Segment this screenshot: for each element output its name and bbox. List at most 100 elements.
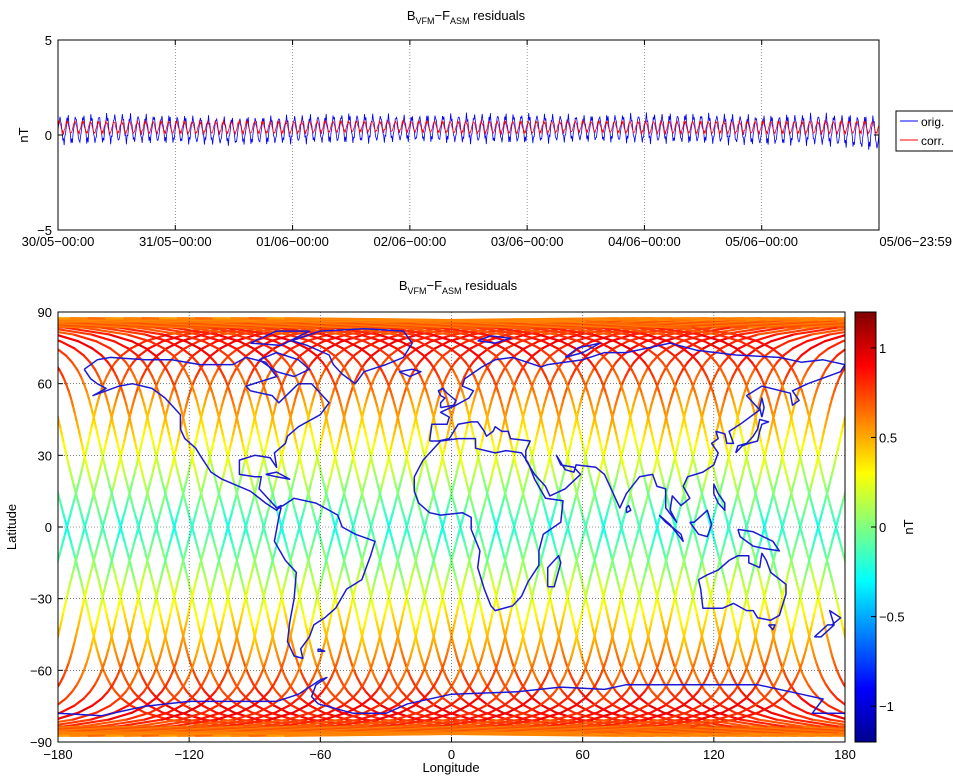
track-segment bbox=[98, 613, 100, 620]
track-segment bbox=[475, 606, 477, 613]
map-panel: BVFM−FASM residuals −180 −120 −60 0 60 120 180… bbox=[0, 278, 953, 775]
track-segment bbox=[706, 613, 708, 620]
track-segment bbox=[491, 613, 493, 620]
track-segment bbox=[521, 420, 523, 427]
track-segment bbox=[500, 613, 502, 620]
track-segment bbox=[41, 627, 43, 634]
track-segment bbox=[153, 606, 155, 613]
track-segment bbox=[910, 726, 953, 732]
track-segment bbox=[688, 434, 690, 441]
timeseries-x-tick-label: 05/06−00:00 bbox=[725, 234, 798, 249]
track-segment bbox=[171, 441, 173, 448]
track-segment bbox=[728, 455, 730, 462]
track-segment bbox=[445, 441, 447, 448]
track-segment bbox=[42, 620, 44, 627]
track-segment bbox=[511, 441, 513, 448]
track-segment bbox=[545, 434, 547, 441]
track-segment bbox=[892, 726, 953, 732]
track-segment bbox=[518, 613, 520, 620]
track-segment bbox=[873, 318, 953, 321]
track-segment bbox=[52, 577, 54, 584]
track-segment bbox=[339, 613, 341, 620]
track-segment bbox=[0, 706, 3, 713]
track-segment bbox=[652, 613, 654, 620]
track-segment bbox=[802, 606, 804, 613]
track-segment bbox=[63, 606, 65, 613]
track-segment bbox=[524, 420, 526, 427]
track-segment bbox=[589, 613, 591, 620]
track-segment bbox=[396, 420, 398, 427]
track-segment bbox=[145, 420, 147, 427]
track-segment bbox=[455, 613, 457, 620]
track-segment bbox=[873, 733, 953, 736]
track-segment bbox=[580, 613, 582, 620]
track-segment bbox=[421, 606, 423, 613]
track-segment bbox=[176, 606, 178, 613]
track-segment bbox=[761, 441, 763, 448]
track-segment bbox=[360, 627, 362, 634]
timeseries-x-tick-label: 01/06−00:00 bbox=[256, 234, 329, 249]
track-segment bbox=[192, 591, 194, 598]
track-segment bbox=[291, 420, 293, 427]
track-segment bbox=[600, 441, 602, 448]
track-segment bbox=[741, 434, 743, 441]
track-segment bbox=[223, 613, 225, 620]
track-segment bbox=[541, 420, 543, 427]
track-segment bbox=[0, 720, 37, 727]
track-segment bbox=[214, 613, 216, 620]
track-segment bbox=[536, 613, 538, 620]
timeseries-title: BVFM−FASM residuals bbox=[407, 8, 526, 26]
track-segment bbox=[37, 642, 39, 649]
track-segment bbox=[25, 341, 39, 348]
track-segment bbox=[160, 613, 162, 620]
track-segment bbox=[391, 441, 393, 448]
track-segment bbox=[559, 420, 561, 427]
track-segment bbox=[330, 434, 332, 441]
timeseries-x-tick-label: 31/05−00:00 bbox=[139, 234, 212, 249]
track-segment bbox=[539, 627, 541, 634]
track-segment bbox=[409, 606, 411, 613]
track-segment bbox=[0, 726, 11, 732]
track-segment bbox=[442, 455, 444, 462]
track-segment bbox=[891, 733, 953, 736]
track-segment bbox=[784, 606, 786, 613]
timeseries-y-tick-label: 5 bbox=[45, 33, 52, 48]
track-segment bbox=[552, 441, 554, 448]
track-segment bbox=[35, 398, 37, 405]
track-segment bbox=[731, 606, 733, 613]
track-segment bbox=[667, 420, 669, 427]
track-segment bbox=[0, 328, 2, 335]
track-segment bbox=[756, 420, 758, 427]
track-segment bbox=[312, 434, 314, 441]
track-segment bbox=[232, 613, 234, 620]
track-segment bbox=[39, 413, 41, 420]
track-segment bbox=[112, 627, 114, 634]
track-segment bbox=[24, 370, 28, 377]
track-segment bbox=[610, 627, 612, 634]
track-segment bbox=[255, 420, 257, 427]
track-segment bbox=[0, 733, 30, 736]
track-segment bbox=[81, 441, 83, 448]
track-segment bbox=[142, 613, 144, 620]
track-segment bbox=[728, 591, 730, 598]
track-segment bbox=[527, 613, 529, 620]
track-segment bbox=[646, 627, 648, 634]
track-segment bbox=[92, 627, 94, 634]
track-segment bbox=[464, 434, 466, 441]
track-segment bbox=[616, 613, 618, 620]
track-segment bbox=[741, 613, 743, 620]
track-segment bbox=[804, 613, 806, 620]
track-segment bbox=[339, 434, 341, 441]
track-segment bbox=[348, 613, 350, 620]
track-segment bbox=[410, 434, 412, 441]
timeseries-x-tick-label: 05/06−23:59 bbox=[879, 234, 952, 249]
track-segment bbox=[217, 627, 219, 634]
track-segment bbox=[571, 434, 573, 441]
track-segment bbox=[524, 627, 526, 634]
track-segment bbox=[554, 434, 556, 441]
track-segment bbox=[360, 420, 362, 427]
track-segment bbox=[559, 627, 561, 634]
track-segment bbox=[250, 434, 252, 441]
track-segment bbox=[585, 455, 587, 462]
